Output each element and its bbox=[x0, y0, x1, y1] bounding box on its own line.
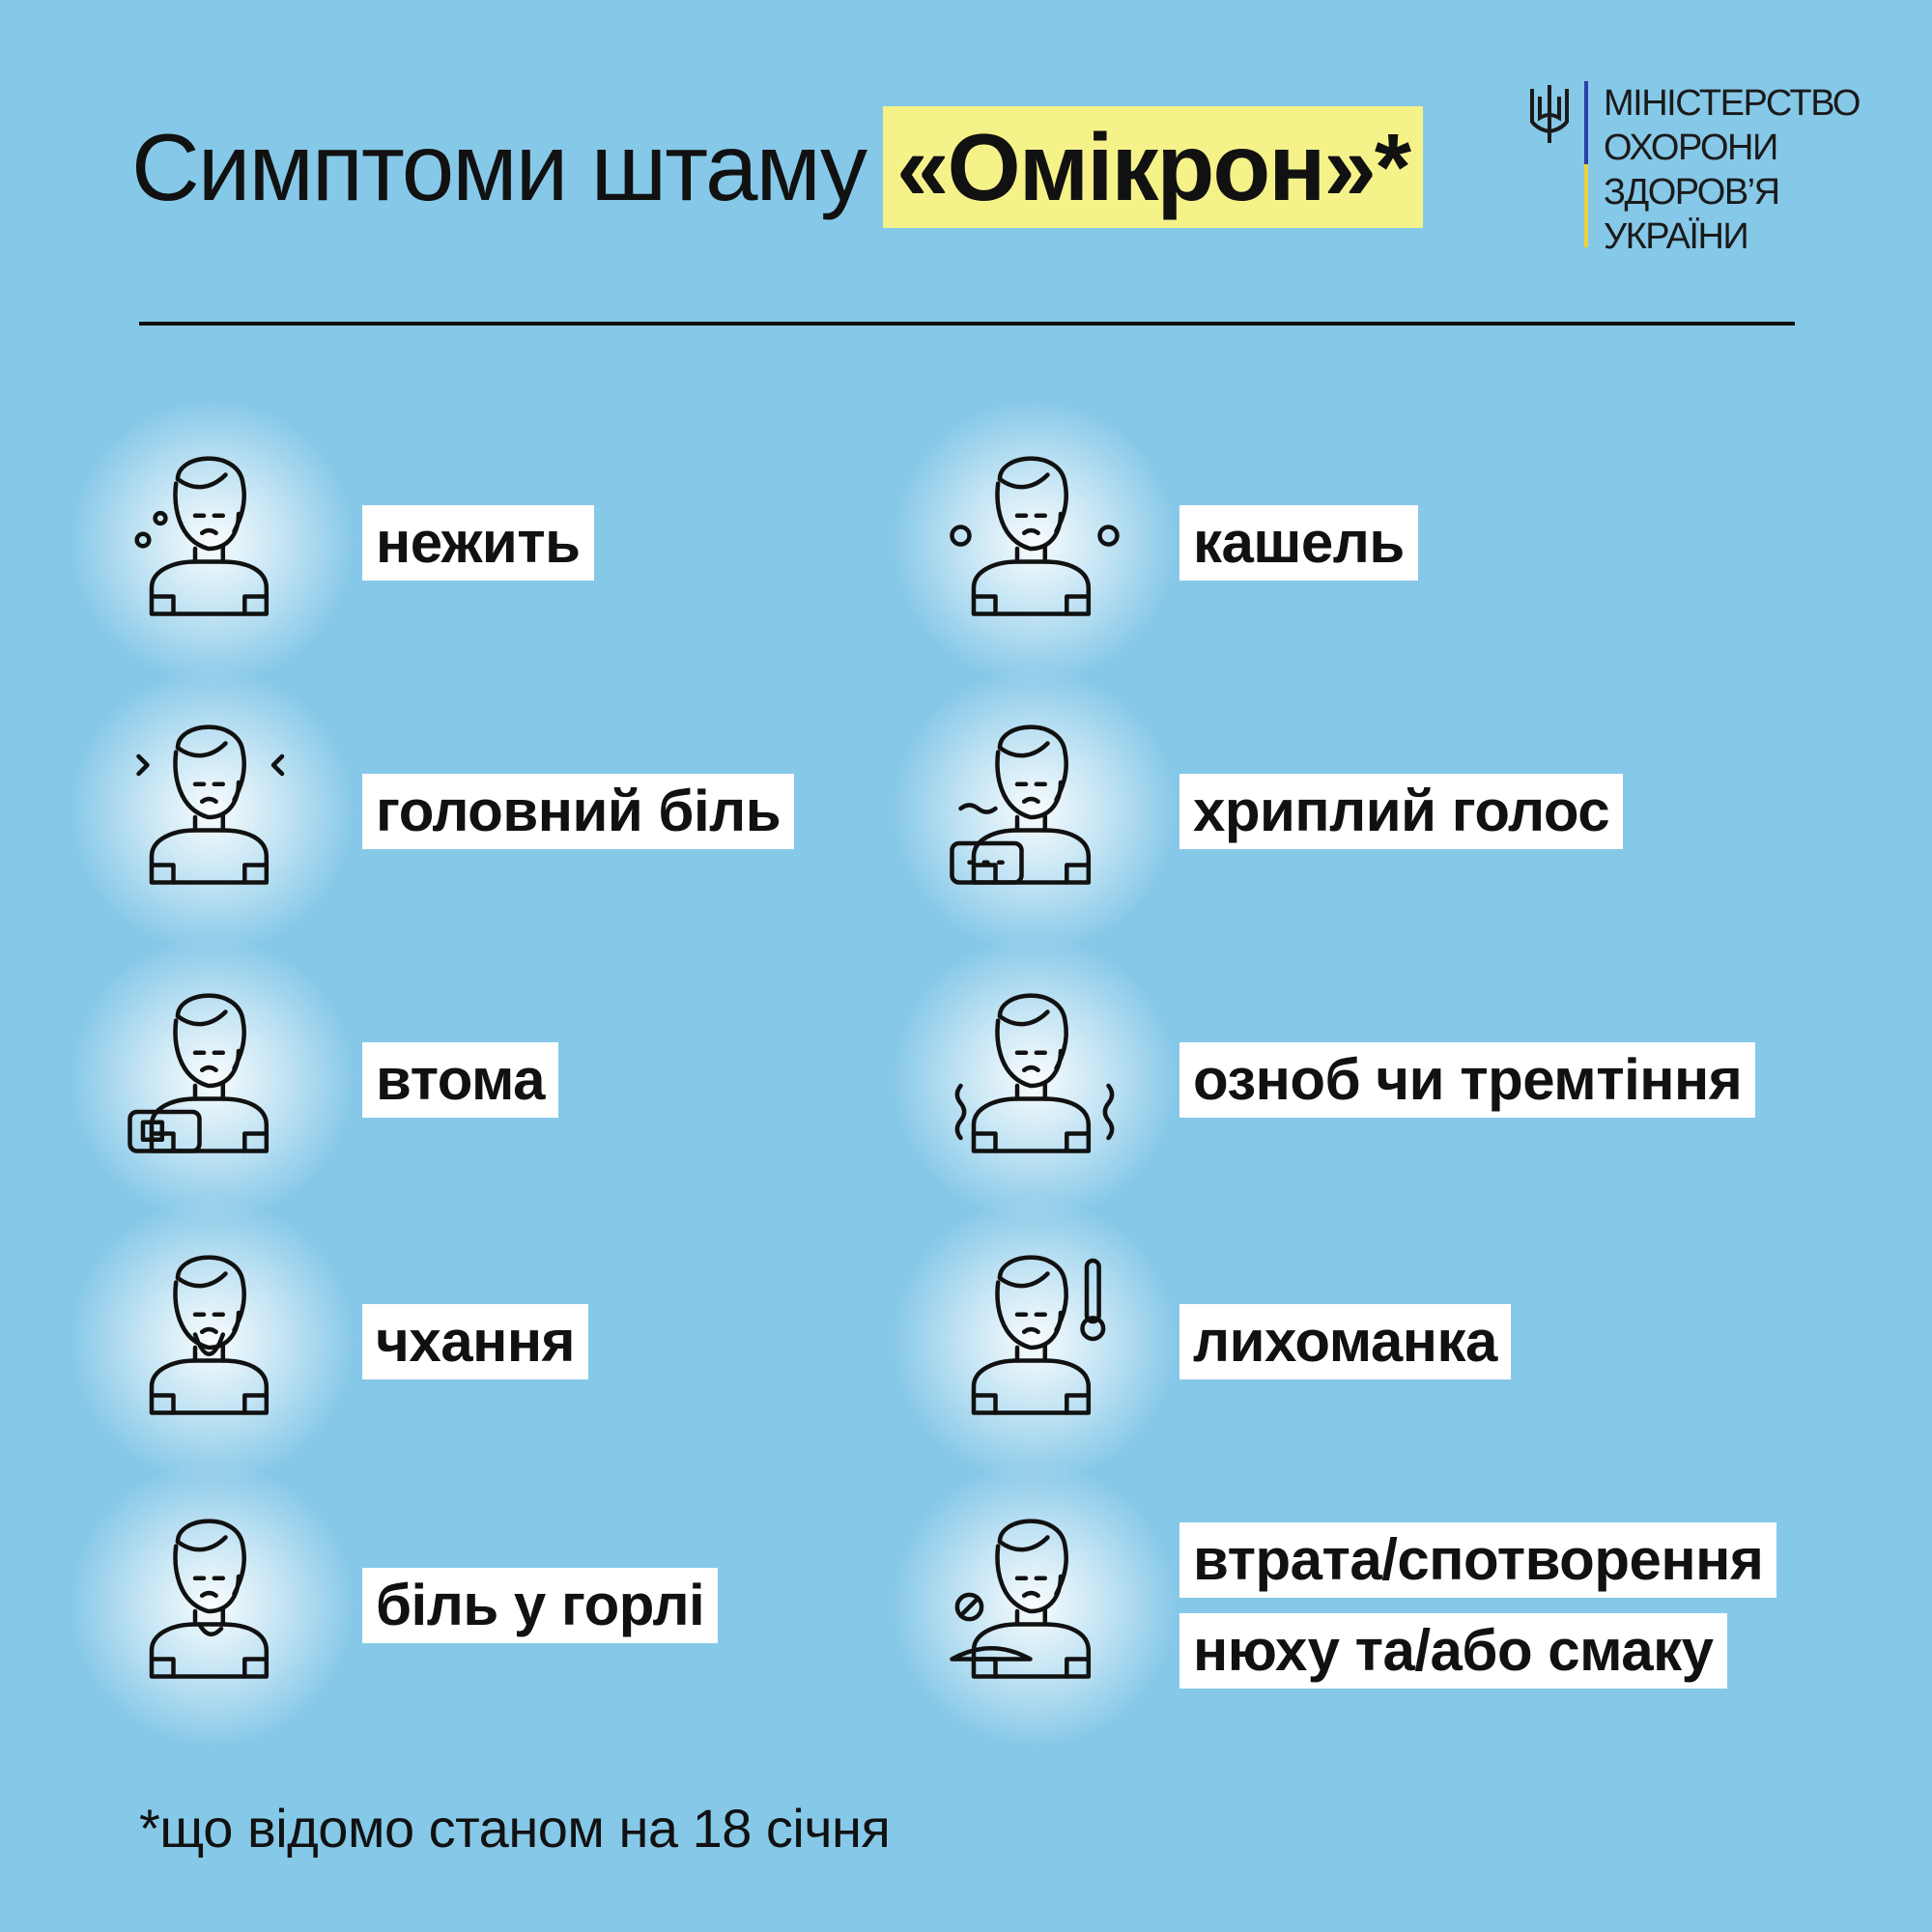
logo-line: ОХОРОНИ bbox=[1604, 128, 1778, 168]
sneezing-icon bbox=[126, 1234, 299, 1427]
flag-bar bbox=[1584, 81, 1588, 247]
symptom-label: нюху та/або смаку bbox=[1179, 1613, 1727, 1689]
symptom-label: кашель bbox=[1179, 505, 1418, 581]
loss-of-smell-taste-icon bbox=[950, 1497, 1122, 1690]
footnote: *що відомо станом на 18 січня bbox=[139, 1798, 891, 1859]
symptom-label: головний біль bbox=[362, 774, 795, 849]
hoarse-voice-icon bbox=[950, 703, 1122, 885]
sore-throat-icon bbox=[126, 1497, 299, 1690]
fatigue-icon bbox=[128, 972, 299, 1153]
chills-icon bbox=[954, 972, 1115, 1165]
title-plain: Симптоми штаму bbox=[131, 113, 867, 220]
logo-line: УКРАЇНИ bbox=[1604, 216, 1749, 257]
symptom-label: озноб чи тремтіння bbox=[1179, 1042, 1756, 1118]
cough-icon bbox=[950, 435, 1120, 628]
symptom-label: лихоманка bbox=[1179, 1304, 1511, 1379]
symptom-label: хриплий голос bbox=[1179, 774, 1624, 849]
fever-icon bbox=[948, 1234, 1106, 1427]
page-title: Симптоми штаму «Омікрон»* bbox=[131, 104, 1424, 230]
symptom-label: втрата/спотворення bbox=[1179, 1522, 1777, 1598]
divider bbox=[139, 322, 1795, 326]
headache-icon bbox=[136, 703, 285, 896]
logo-line: МІНІСТЕРСТВО bbox=[1604, 83, 1861, 124]
symptom-label: чхання bbox=[362, 1304, 589, 1379]
symptom-label: нежить bbox=[362, 505, 594, 581]
trident-icon bbox=[1530, 85, 1569, 143]
title-highlight: «Омікрон»* bbox=[882, 106, 1424, 228]
symptom-label: біль у горлі bbox=[362, 1568, 719, 1643]
logo-line: ЗДОРОВ’Я bbox=[1604, 172, 1780, 213]
runny-nose-icon bbox=[134, 435, 299, 628]
symptom-label: втома bbox=[362, 1042, 559, 1118]
